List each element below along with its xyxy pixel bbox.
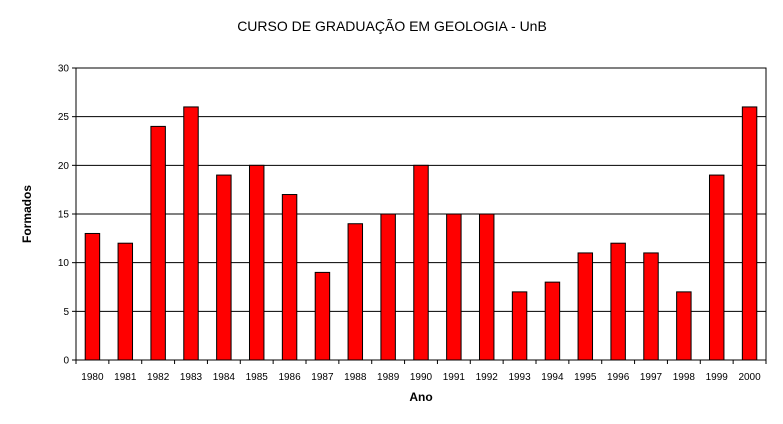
bar-1989 <box>380 213 396 361</box>
y-tick-label: 10 <box>58 258 70 269</box>
y-tick-label: 30 <box>58 64 70 75</box>
x-tick-label: 1982 <box>147 372 170 383</box>
chart-title: CURSO DE GRADUAÇÃO EM GEOLOGIA - UnB <box>237 18 547 34</box>
bar-1987 <box>314 271 331 361</box>
y-tick-label: 25 <box>58 112 70 123</box>
x-tick-label: 1984 <box>213 372 236 383</box>
x-tick-label: 1986 <box>278 372 301 383</box>
x-tick-label: 1980 <box>81 372 104 383</box>
x-tick-label: 1996 <box>607 372 630 383</box>
bar-1994 <box>544 281 561 361</box>
x-tick-label: 1994 <box>541 372 564 383</box>
x-tick-label: 1987 <box>311 372 334 383</box>
y-axis-label: Formados <box>20 185 34 243</box>
bar-1985 <box>248 164 265 361</box>
x-tick-label: 1989 <box>377 372 400 383</box>
x-tick-label: 1990 <box>410 372 433 383</box>
bar-2000 <box>741 106 758 361</box>
plot-area: 0 5 10 15 20 25 30 1980 1981 1982 1983 1984 1985 1986… <box>58 64 767 383</box>
y-tick-label: 20 <box>58 161 70 172</box>
bar-1998 <box>676 291 692 361</box>
x-tick-label: 1995 <box>574 372 597 383</box>
bar-1983 <box>183 106 199 361</box>
bar-1996 <box>610 242 626 361</box>
y-tick-label: 5 <box>63 307 69 318</box>
bar-1982 <box>150 125 166 361</box>
y-tick-label: 0 <box>63 356 69 367</box>
x-tick-label: 1983 <box>180 372 203 383</box>
bar-1990 <box>413 164 429 361</box>
bar-1992 <box>478 213 495 361</box>
bar-1988 <box>347 223 364 361</box>
plot-border <box>75 67 767 361</box>
bar-1984 <box>216 174 232 361</box>
x-tick-label: 1998 <box>673 372 696 383</box>
bar-1991 <box>446 213 462 361</box>
x-tick-label: 1997 <box>640 372 663 383</box>
bar-1981 <box>117 242 134 361</box>
bar-1986 <box>281 194 298 361</box>
x-tick-label: 1981 <box>114 372 137 383</box>
bar-1980 <box>84 232 101 361</box>
x-tick-label: 1988 <box>344 372 367 383</box>
x-tick-label: 2000 <box>738 372 761 383</box>
x-tick-label: 1999 <box>706 372 729 383</box>
x-tick-label: 1985 <box>246 372 269 383</box>
bar-1995 <box>577 252 594 361</box>
y-tick-label: 15 <box>58 210 70 221</box>
x-tick-label: 1991 <box>443 372 466 383</box>
x-tick-label: 1993 <box>508 372 531 383</box>
x-axis-label: Ano <box>409 390 432 404</box>
x-tick-label: 1992 <box>476 372 499 383</box>
bar-1999 <box>708 174 725 361</box>
bar-1993 <box>511 291 528 361</box>
bar-1997 <box>643 252 659 361</box>
